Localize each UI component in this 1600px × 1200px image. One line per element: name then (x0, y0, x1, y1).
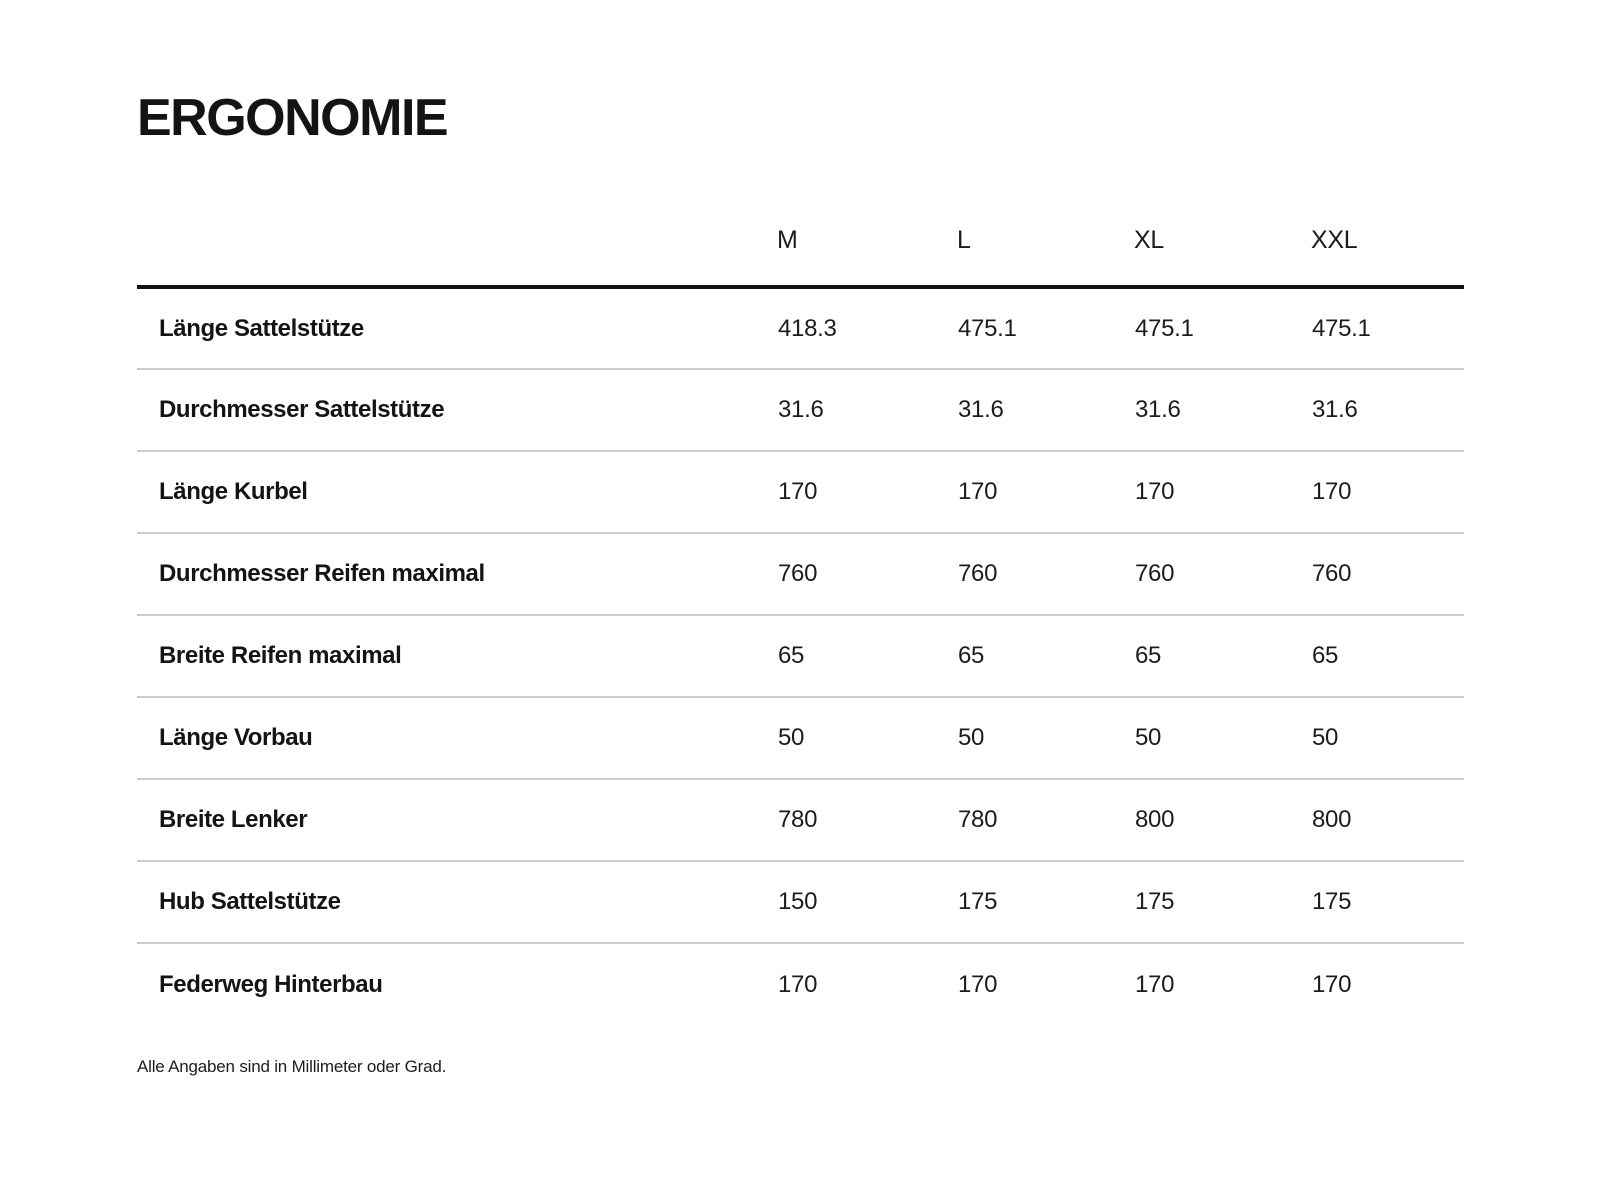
table-row: Breite Lenker 780 780 800 800 (137, 779, 1464, 862)
cell-value: 31.6 (778, 396, 824, 424)
cell-value: 65 (1135, 642, 1162, 670)
row-label: Durchmesser Reifen maximal (159, 560, 485, 588)
table-header-row: M L XL XXL (137, 146, 1464, 288)
row-label: Durchmesser Sattelstütze (159, 396, 445, 424)
table-header: M L XL XXL (137, 146, 1464, 288)
cell-value: 170 (1312, 478, 1352, 506)
cell-value: 418.3 (778, 314, 837, 342)
row-label: Länge Kurbel (159, 478, 308, 506)
cell-value: 31.6 (1135, 396, 1181, 424)
row-label: Federweg Hinterbau (159, 970, 383, 998)
cell-value: 50 (778, 724, 805, 752)
cell-value: 800 (1312, 806, 1352, 834)
cell-value: 760 (778, 560, 818, 588)
row-label: Länge Sattelstütze (159, 314, 364, 342)
row-label: Länge Vorbau (159, 724, 313, 752)
cell-value: 475.1 (1312, 314, 1371, 342)
row-label: Breite Lenker (159, 806, 308, 834)
cell-value: 170 (958, 970, 998, 998)
table-row: Breite Reifen maximal 65 65 65 65 (137, 615, 1464, 698)
cell-value: 760 (1312, 560, 1352, 588)
table-row: Hub Sattelstütze 150 175 175 175 (137, 861, 1464, 944)
table-row: Durchmesser Reifen maximal 760 760 760 760 (137, 533, 1464, 616)
cell-value: 50 (1135, 724, 1162, 752)
ergonomics-table: M L XL XXL Länge Sattelstütze 418.3 475.1 475.… (137, 146, 1464, 1025)
cell-value: 50 (958, 724, 985, 752)
column-header-xxl: XXL (1311, 226, 1358, 255)
cell-value: 760 (1135, 560, 1175, 588)
header-spacer-cell (137, 146, 777, 287)
column-header-l: L (957, 226, 971, 255)
cell-value: 760 (958, 560, 998, 588)
table-row: Federweg Hinterbau 170 170 170 170 (137, 943, 1464, 1025)
cell-value: 170 (778, 970, 818, 998)
column-header-xl: XL (1134, 226, 1164, 255)
page-title: ERGONOMIE (137, 89, 449, 147)
table-row: Länge Sattelstütze 418.3 475.1 475.1 475.1 (137, 287, 1464, 370)
units-footnote: Alle Angaben sind in Millimeter oder Gra… (137, 1057, 447, 1077)
cell-value: 170 (1312, 970, 1352, 998)
cell-value: 150 (778, 888, 818, 916)
cell-value: 31.6 (1312, 396, 1358, 424)
cell-value: 170 (958, 478, 998, 506)
cell-value: 31.6 (958, 396, 1004, 424)
cell-value: 175 (1135, 888, 1175, 916)
column-header-m: M (777, 226, 798, 255)
table-row: Länge Kurbel 170 170 170 170 (137, 451, 1464, 534)
cell-value: 800 (1135, 806, 1175, 834)
row-label: Hub Sattelstütze (159, 888, 341, 916)
row-label: Breite Reifen maximal (159, 642, 402, 670)
cell-value: 175 (1312, 888, 1352, 916)
cell-value: 170 (1135, 970, 1175, 998)
table-body: Länge Sattelstütze 418.3 475.1 475.1 475.1 Du… (137, 287, 1464, 1025)
table-row: Länge Vorbau 50 50 50 50 (137, 697, 1464, 780)
cell-value: 170 (1135, 478, 1175, 506)
cell-value: 175 (958, 888, 998, 916)
table-row: Durchmesser Sattelstütze 31.6 31.6 31.6 31.6 (137, 369, 1464, 452)
cell-value: 65 (958, 642, 985, 670)
cell-value: 475.1 (1135, 314, 1194, 342)
cell-value: 65 (778, 642, 805, 670)
cell-value: 475.1 (958, 314, 1017, 342)
cell-value: 50 (1312, 724, 1339, 752)
cell-value: 65 (1312, 642, 1339, 670)
cell-value: 780 (778, 806, 818, 834)
ergonomics-section: ERGONOMIE M L XL XXL Länge Sattelstütze 418.… (137, 89, 1464, 1077)
cell-value: 170 (778, 478, 818, 506)
cell-value: 780 (958, 806, 998, 834)
